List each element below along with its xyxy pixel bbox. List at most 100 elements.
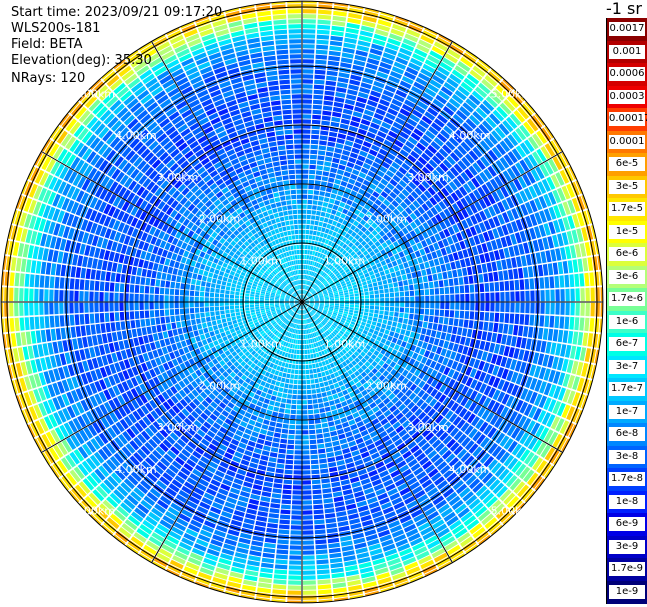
ppi-cell	[404, 291, 410, 297]
ppi-cell	[302, 550, 315, 555]
ppi-cell	[327, 141, 336, 147]
ppi-cell	[536, 148, 547, 162]
ppi-cell	[360, 371, 367, 378]
ppi-cell	[261, 339, 267, 345]
ppi-cell	[303, 280, 306, 285]
ppi-cell	[380, 348, 387, 355]
ppi-cell	[481, 409, 491, 420]
ppi-cell	[487, 442, 498, 455]
ppi-cell	[440, 302, 445, 309]
ppi-cell	[303, 285, 305, 290]
ppi-cell	[341, 52, 354, 59]
ppi-cell	[322, 222, 328, 228]
ppi-cell	[399, 515, 412, 524]
ppi-cell	[150, 468, 161, 479]
ppi-cell	[312, 394, 317, 399]
ppi-cell	[302, 99, 312, 104]
ppi-cell	[417, 522, 431, 532]
ppi-cell	[302, 9, 317, 14]
ppi-cell	[388, 430, 398, 438]
ppi-cell	[282, 393, 288, 399]
ppi-cell	[352, 271, 358, 276]
ppi-cell	[377, 353, 384, 359]
ppi-cell	[294, 460, 302, 465]
ppi-cell	[306, 209, 312, 215]
ppi-cell	[295, 314, 298, 319]
ppi-cell	[420, 34, 435, 45]
ppi-cell	[484, 341, 491, 352]
ppi-cell	[171, 526, 184, 536]
ppi-cell	[328, 290, 333, 294]
ppi-cell	[211, 381, 219, 389]
ppi-cell	[178, 489, 190, 499]
ppi-cell	[552, 234, 559, 248]
ppi-cell	[201, 438, 210, 447]
ppi-cell	[288, 348, 292, 353]
ppi-cell	[316, 312, 320, 316]
ppi-cell	[247, 353, 253, 360]
ppi-cell	[339, 278, 344, 283]
ppi-cell	[372, 317, 378, 322]
ppi-cell	[335, 281, 340, 285]
ppi-cell	[320, 211, 326, 217]
ppi-cell	[344, 204, 351, 210]
ppi-cell	[545, 289, 550, 302]
ppi-cell	[329, 557, 343, 564]
ppi-cell	[291, 312, 295, 316]
ppi-cell	[258, 396, 265, 403]
ppi-cell	[450, 334, 456, 343]
ppi-cell	[421, 428, 431, 438]
ppi-cell	[246, 471, 256, 479]
ppi-cell	[368, 390, 376, 397]
ppi-cell	[287, 332, 291, 337]
ppi-cell	[333, 10, 347, 17]
ppi-cell	[366, 247, 373, 253]
ppi-cell	[306, 339, 309, 344]
ppi-cell	[373, 33, 387, 42]
ppi-cell	[406, 28, 421, 38]
ppi-cell	[509, 113, 522, 126]
ppi-cell	[310, 323, 313, 328]
ppi-cell	[255, 597, 270, 602]
ppi-cell	[375, 371, 382, 378]
ppi-cell	[329, 172, 336, 178]
ppi-cell	[141, 460, 152, 471]
ppi-cell	[359, 345, 365, 351]
ppi-cell	[384, 548, 398, 557]
ppi-cell	[247, 360, 253, 366]
ppi-cell	[363, 284, 368, 289]
ppi-cell	[350, 120, 360, 128]
ppi-cell	[235, 505, 247, 513]
ppi-cell	[337, 259, 343, 265]
ppi-cell	[425, 130, 436, 140]
ppi-cell	[310, 444, 317, 450]
ppi-cell	[448, 413, 458, 423]
ppi-cell	[309, 305, 313, 308]
ppi-cell	[538, 395, 548, 409]
ppi-cell	[284, 413, 290, 419]
ppi-cell	[424, 289, 430, 296]
ppi-cell	[550, 289, 555, 302]
ppi-cell	[415, 174, 424, 183]
ppi-cell	[374, 157, 383, 165]
ppi-cell	[313, 284, 317, 289]
ppi-cell	[446, 472, 458, 483]
ppi-cell	[384, 311, 389, 316]
ppi-cell	[478, 274, 484, 283]
ppi-cell	[243, 481, 253, 488]
ppi-cell	[109, 492, 122, 505]
ppi-cell	[345, 246, 351, 252]
ppi-cell	[379, 328, 385, 333]
ppi-cell	[555, 343, 562, 356]
ppi-cell	[446, 438, 456, 449]
ppi-cell	[386, 426, 395, 434]
ppi-cell	[313, 315, 317, 320]
ppi-cell	[189, 552, 204, 562]
ppi-cell	[439, 211, 447, 220]
ppi-cell	[529, 391, 538, 405]
ppi-cell	[530, 475, 543, 489]
ppi-cell	[320, 417, 328, 423]
ppi-cell	[333, 355, 339, 361]
ppi-cell	[341, 343, 346, 349]
ppi-cell	[394, 157, 403, 166]
